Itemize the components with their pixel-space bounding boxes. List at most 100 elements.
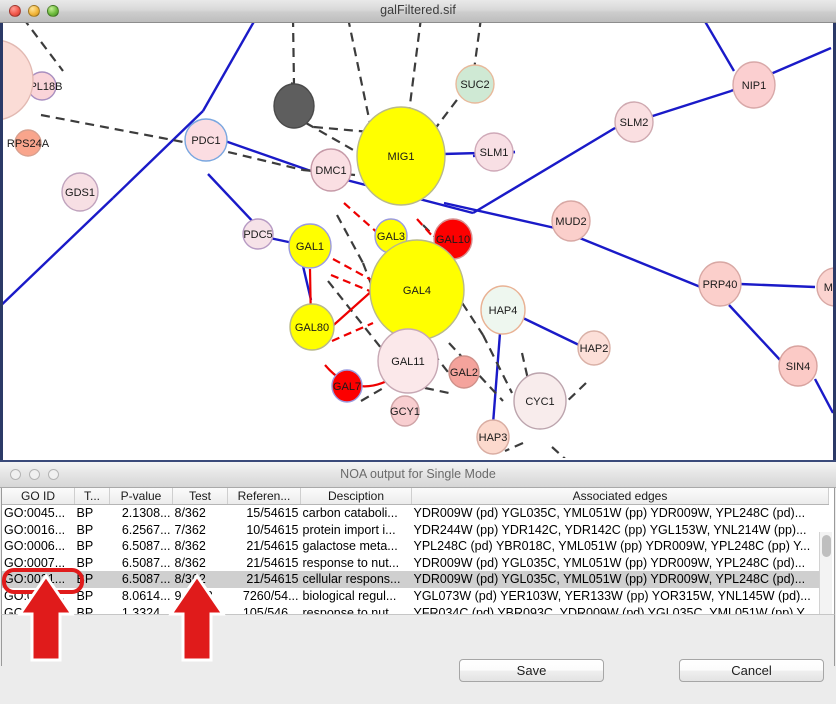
graph-node[interactable]: HAP4 — [480, 285, 526, 335]
graph-node-label: GAL2 — [450, 367, 478, 379]
cell-description: carbon cataboli... — [302, 506, 398, 520]
noa-titlebar: NOA output for Single Mode — [0, 462, 836, 488]
column-header-reference[interactable]: Referen... — [227, 488, 301, 505]
cell-go-id: GO:0006... — [4, 539, 66, 554]
graph-node-label: HAP3 — [479, 432, 508, 444]
network-graph[interactable]: RPL18BRPS24AGDS1PDC1PDC5DMC1MIG1SUC2SLM1… — [3, 23, 833, 458]
cell-go-id: GO:0016... — [4, 522, 66, 537]
graph-node[interactable]: SIN4 — [778, 345, 818, 387]
cell-go-id: GO:0045... — [4, 506, 66, 520]
cell-test: 8/362 — [174, 539, 206, 554]
graph-node[interactable]: CYC1 — [513, 372, 567, 430]
column-header-p-value[interactable]: P-value — [109, 488, 173, 505]
cell-reference: 21/54615 — [246, 539, 299, 554]
close-icon[interactable] — [10, 469, 21, 480]
cell-associated-edges: YDR009W (pd) YGL035C, YML051W (pp) YDR00… — [413, 555, 806, 570]
graph-node[interactable]: GAL1 — [288, 223, 332, 269]
window-controls[interactable] — [9, 5, 59, 17]
graph-node-label: MIG1 — [388, 151, 415, 163]
column-header-go-id[interactable]: GO ID — [2, 488, 75, 505]
network-nodes[interactable]: RPL18BRPS24AGDS1PDC1PDC5DMC1MIG1SUC2SLM1… — [3, 40, 833, 455]
cell-p-value: 6.5087... — [121, 539, 171, 554]
network-canvas[interactable]: RPL18B RPS24A GDS1 PDC1 PDC5 DMC1 MIG1 SUC2 SLM1… — [0, 23, 836, 460]
graph-node[interactable]: HAP3 — [476, 419, 510, 455]
cell-associated-edges: YGL073W (pd) YER103W, YER133W (pp) YOR31… — [413, 588, 811, 603]
header-row: GO ID T... P-value Test Referen... Desci… — [2, 488, 829, 505]
column-header-associated-edges[interactable]: Associated edges — [411, 488, 829, 505]
table-row[interactable]: GO:0065... BP 8.0614... 94/362 7260/54... bio… — [2, 588, 829, 605]
cell-test: 8/362 — [174, 555, 206, 570]
graph-node[interactable]: HAP2 — [577, 330, 611, 366]
minimize-icon[interactable] — [28, 5, 40, 17]
graph-node[interactable]: RPS24A — [7, 129, 50, 157]
graph-node[interactable]: MIG1 — [356, 106, 446, 206]
graph-node-label: SUC2 — [460, 79, 489, 91]
close-icon[interactable] — [9, 5, 21, 17]
cell-go-id: GO:0065... — [4, 588, 66, 603]
column-header-description[interactable]: Desciption — [300, 488, 412, 505]
graph-node[interactable]: GAL80 — [289, 303, 335, 351]
graph-node-label: GAL11 — [391, 356, 424, 368]
cell-type: BP — [76, 588, 94, 603]
cancel-button[interactable]: Cancel — [679, 659, 824, 682]
graph-node[interactable]: GDS1 — [61, 172, 99, 212]
graph-node-label: GAL80 — [295, 322, 329, 334]
table-row[interactable]: GO:0031... BP 6.5087... 8/362 21/54615 cellul… — [2, 571, 829, 588]
table-row[interactable]: GO:0045... BP 2.1308... 8/362 15/54615 carbon… — [2, 505, 829, 522]
graph-node[interactable]: PRP40 — [698, 261, 742, 307]
scrollbar-thumb[interactable] — [822, 535, 831, 557]
cell-associated-edges: YDR009W (pd) YGL035C, YML051W (pp) YDR00… — [413, 506, 806, 520]
cell-description: galactose meta... — [302, 539, 398, 554]
cell-description: protein import i... — [302, 522, 396, 537]
table-row[interactable]: GO:0007... BP 6.5087... 8/362 21/54615 respon… — [2, 555, 829, 572]
table-row[interactable]: GO:0016... BP 6.2567... 7/362 10/54615 protei… — [2, 522, 829, 539]
cell-type: BP — [74, 571, 110, 588]
cell-p-value: 8.0614... — [121, 588, 171, 603]
cell-reference: 21/54615 — [246, 555, 299, 570]
cell-reference: 15/54615 — [246, 506, 299, 520]
graph-node[interactable]: GAL7 — [331, 369, 363, 403]
save-button[interactable]: Save — [459, 659, 604, 682]
column-header-test[interactable]: Test — [172, 488, 228, 505]
graph-node[interactable]: GAL11 — [377, 328, 439, 394]
graph-node[interactable]: PDC5 — [242, 218, 274, 250]
graph-node[interactable]: NIP1 — [732, 61, 776, 109]
zoom-icon[interactable] — [47, 5, 59, 17]
graph-node[interactable] — [273, 83, 315, 129]
table-vertical-scrollbar[interactable] — [819, 532, 832, 638]
graph-node[interactable]: GCY1 — [390, 395, 420, 427]
graph-node[interactable]: DMC1 — [310, 148, 352, 192]
graph-node-label: GCY1 — [390, 406, 420, 418]
graph-node[interactable] — [3, 40, 34, 120]
graph-node-label: SLM2 — [620, 117, 649, 129]
cell-test: 94/362 — [174, 588, 213, 603]
graph-node-label: PDC5 — [243, 229, 272, 241]
network-titlebar: galFiltered.sif — [0, 0, 836, 23]
graph-node[interactable]: MSL — [816, 267, 833, 307]
cell-p-value: 2.1308... — [121, 506, 171, 520]
graph-node-label: PDC1 — [191, 135, 220, 147]
graph-node[interactable]: GAL2 — [448, 355, 480, 389]
graph-node[interactable]: SLM2 — [614, 101, 654, 143]
graph-node[interactable]: SUC2 — [455, 64, 495, 104]
cell-reference: 10/54615 — [246, 522, 299, 537]
network-window-title: galFiltered.sif — [380, 3, 456, 17]
table-row[interactable]: GO:0006... BP 6.5087... 8/362 21/54615 galact… — [2, 538, 829, 555]
cell-description: cellular respons... — [300, 571, 412, 588]
noa-table-container[interactable]: GO ID T... P-value Test Referen... Desci… — [1, 488, 835, 653]
cell-type: BP — [76, 522, 94, 537]
cell-associated-edges: YDR244W (pp) YDR142C, YDR142C (pp) YGL15… — [413, 522, 807, 537]
graph-node[interactable]: GAL4 — [369, 239, 465, 341]
zoom-icon[interactable] — [48, 469, 59, 480]
column-header-type[interactable]: T... — [74, 488, 110, 505]
graph-node[interactable]: SLM1 — [474, 132, 514, 172]
graph-node[interactable]: MUD2 — [551, 200, 591, 242]
graph-node[interactable]: PDC1 — [184, 118, 228, 162]
graph-node-label: SIN4 — [786, 361, 810, 373]
graph-node-label: SLM1 — [480, 147, 509, 159]
cell-description: response to nut... — [302, 555, 400, 570]
cell-type: BP — [76, 506, 94, 520]
noa-window-controls[interactable] — [10, 469, 59, 480]
minimize-icon[interactable] — [29, 469, 40, 480]
